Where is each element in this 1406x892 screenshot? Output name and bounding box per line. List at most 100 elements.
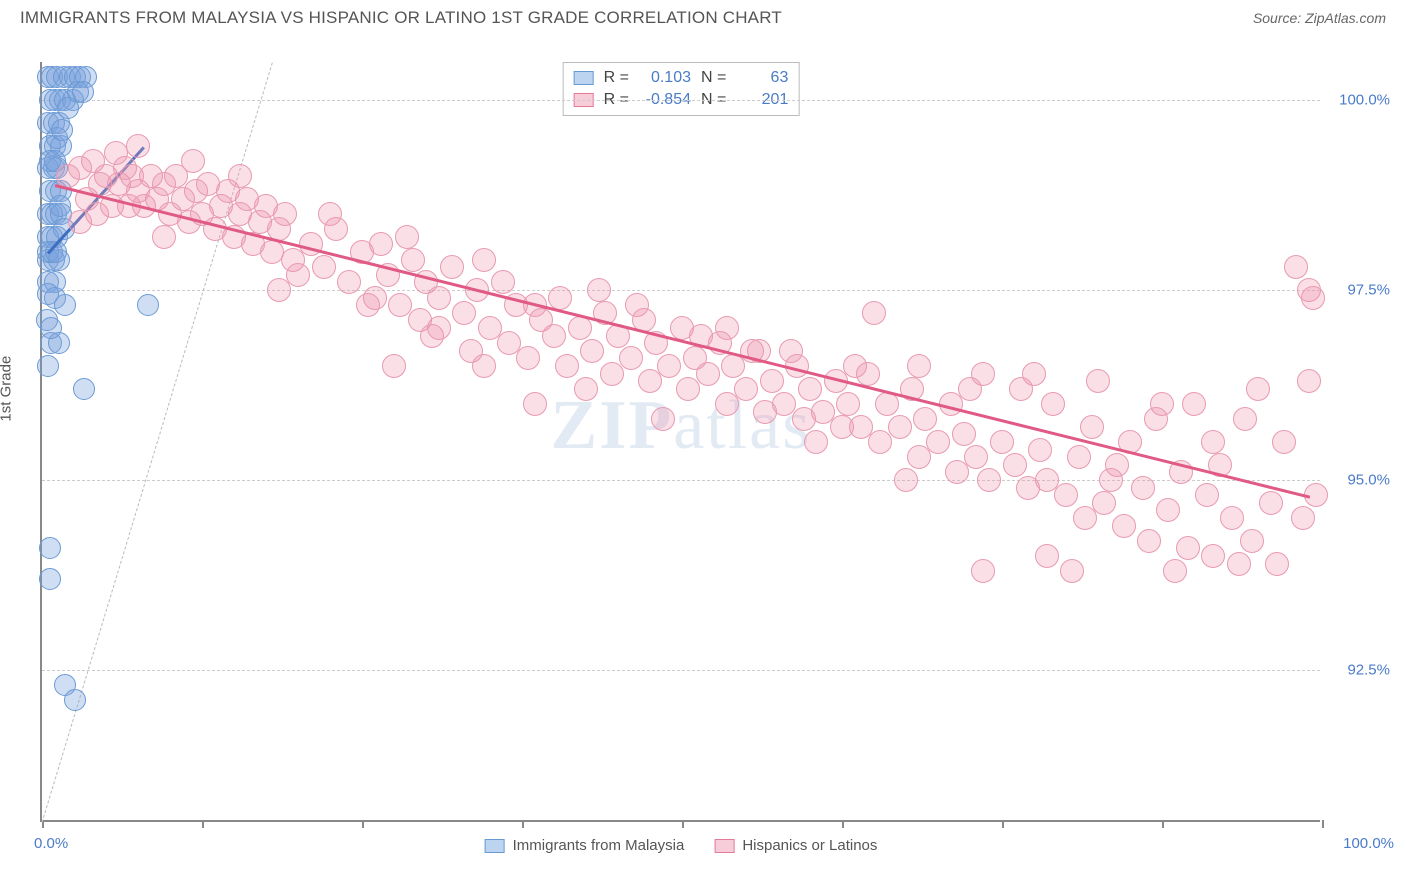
scatter-point: [51, 119, 73, 141]
x-tick: [842, 820, 844, 828]
scatter-point: [1227, 552, 1251, 576]
scatter-point: [427, 316, 451, 340]
grid-line: [42, 290, 1320, 291]
scatter-point: [1022, 362, 1046, 386]
stat-n-value: 63: [736, 69, 788, 87]
grid-line: [42, 480, 1320, 481]
scatter-point: [228, 164, 252, 188]
scatter-point: [734, 377, 758, 401]
x-tick: [682, 820, 684, 828]
x-tick: [362, 820, 364, 828]
legend-swatch: [714, 839, 734, 853]
scatter-point: [1182, 392, 1206, 416]
scatter-point: [907, 354, 931, 378]
scatter-point: [516, 346, 540, 370]
scatter-point: [273, 202, 297, 226]
scatter-point: [580, 339, 604, 363]
scatter-point: [1259, 491, 1283, 515]
scatter-point: [523, 392, 547, 416]
scatter-point: [542, 324, 566, 348]
x-axis-max-label: 100.0%: [1343, 835, 1394, 852]
x-tick: [1002, 820, 1004, 828]
x-tick: [1322, 820, 1324, 828]
scatter-point: [990, 430, 1014, 454]
scatter-point: [40, 317, 62, 339]
scatter-point: [843, 354, 867, 378]
scatter-point: [472, 248, 496, 272]
x-tick: [1162, 820, 1164, 828]
scatter-point: [440, 255, 464, 279]
scatter-point: [696, 362, 720, 386]
scatter-point: [1150, 392, 1174, 416]
scatter-chart: ZIPatlas R =0.103N =63R =-0.854N =201 Im…: [40, 62, 1320, 822]
legend-swatch: [574, 71, 594, 85]
stat-n-label: N =: [701, 69, 726, 87]
y-tick-label: 95.0%: [1347, 472, 1390, 489]
scatter-point: [1099, 468, 1123, 492]
scatter-point: [1086, 369, 1110, 393]
scatter-point: [651, 407, 675, 431]
scatter-point: [49, 195, 71, 217]
scatter-point: [1041, 392, 1065, 416]
stat-r-value: 0.103: [639, 69, 691, 87]
scatter-point: [913, 407, 937, 431]
scatter-point: [1246, 377, 1270, 401]
scatter-point: [1035, 544, 1059, 568]
scatter-point: [1272, 430, 1296, 454]
grid-line: [42, 100, 1320, 101]
chart-source: Source: ZipAtlas.com: [1253, 10, 1386, 26]
scatter-point: [779, 339, 803, 363]
scatter-point: [1092, 491, 1116, 515]
legend-item: Immigrants from Malaysia: [485, 837, 685, 854]
scatter-point: [267, 278, 291, 302]
scatter-point: [548, 286, 572, 310]
scatter-point: [318, 202, 342, 226]
scatter-point: [1220, 506, 1244, 530]
scatter-point: [555, 354, 579, 378]
scatter-point: [37, 355, 59, 377]
scatter-point: [926, 430, 950, 454]
scatter-point: [1297, 369, 1321, 393]
scatter-point: [427, 286, 451, 310]
scatter-point: [491, 270, 515, 294]
scatter-point: [619, 346, 643, 370]
chart-header: IMMIGRANTS FROM MALAYSIA VS HISPANIC OR …: [0, 0, 1406, 32]
scatter-point: [68, 210, 92, 234]
scatter-point: [715, 316, 739, 340]
scatter-point: [1067, 445, 1091, 469]
scatter-point: [152, 225, 176, 249]
x-axis-min-label: 0.0%: [34, 835, 68, 852]
scatter-point: [804, 430, 828, 454]
legend-label: Hispanics or Latinos: [742, 837, 877, 854]
chart-title: IMMIGRANTS FROM MALAYSIA VS HISPANIC OR …: [20, 8, 782, 28]
scatter-point: [798, 377, 822, 401]
scatter-point: [1301, 286, 1325, 310]
scatter-point: [1201, 544, 1225, 568]
scatter-point: [356, 293, 380, 317]
scatter-point: [836, 392, 860, 416]
scatter-point: [1060, 559, 1084, 583]
scatter-point: [1291, 506, 1315, 530]
scatter-point: [1156, 498, 1180, 522]
scatter-point: [1240, 529, 1264, 553]
scatter-point: [1131, 476, 1155, 500]
scatter-point: [1080, 415, 1104, 439]
scatter-point: [971, 559, 995, 583]
y-tick-label: 100.0%: [1339, 92, 1390, 109]
scatter-point: [39, 568, 61, 590]
scatter-point: [1137, 529, 1161, 553]
y-axis-label: 1st Grade: [0, 356, 15, 422]
scatter-point: [181, 149, 205, 173]
bottom-legend: Immigrants from Malaysia Hispanics or Lat…: [485, 837, 878, 854]
scatter-point: [1054, 483, 1078, 507]
scatter-point: [337, 270, 361, 294]
scatter-point: [657, 354, 681, 378]
legend-item: Hispanics or Latinos: [714, 837, 877, 854]
scatter-point: [401, 248, 425, 272]
stats-row: R =0.103N =63: [574, 67, 789, 89]
scatter-point: [382, 354, 406, 378]
scatter-point: [760, 369, 784, 393]
y-tick-label: 92.5%: [1347, 662, 1390, 679]
scatter-point: [964, 445, 988, 469]
scatter-point: [54, 294, 76, 316]
